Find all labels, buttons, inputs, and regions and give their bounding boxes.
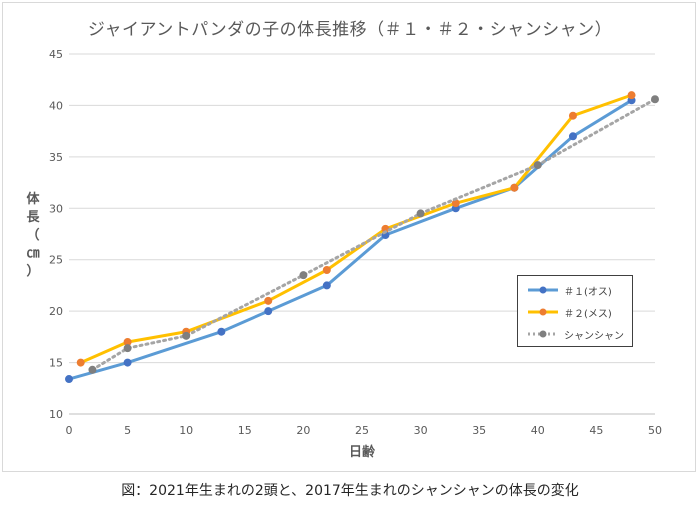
data-point-series-3 [182,331,191,340]
y-tick-label: 35 [49,151,63,164]
figure-caption: 図：2021年生まれの2頭と、2017年生まれのシャンシャンの体長の変化 [121,483,579,499]
chart-title: ジャイアントパンダの子の体長推移（＃１・＃２・シャンシャン） [87,20,613,40]
data-point-series-1 [264,307,273,316]
legend-swatch-icon [528,330,558,338]
y-tick-label: 15 [49,357,63,370]
data-point-series-1 [123,358,132,367]
data-point-series-1 [65,375,73,384]
data-point-series-3 [416,209,425,218]
y-tick-label: 25 [49,254,63,267]
y-tick-label: 40 [49,99,63,112]
x-tick-label: 30 [414,424,428,437]
x-tick-label: 50 [648,424,662,437]
legend-label: ＃２(メス) [564,308,612,320]
x-tick-label: 0 [66,424,73,437]
x-tick-label: 35 [472,424,486,437]
data-point-series-3 [299,271,308,280]
data-point-series-3 [533,161,542,170]
data-point-series-3 [651,95,659,104]
y-tick-label: 20 [49,305,63,318]
legend-swatch-icon [528,308,558,316]
data-point-series-1 [217,327,226,336]
chart-plot: 10 15 20 25 30 35 40 45 0 5 10 15 20 25 30 35 40 45 50 日齢 体長… [26,48,662,460]
chart-legend: ＃１(オス) ＃２(メス) シャンシャン [517,275,633,347]
y-tick-label: 10 [49,408,63,421]
data-point-series-3 [88,365,97,374]
data-point-series-3 [123,344,132,353]
x-tick-label: 25 [355,424,369,437]
x-tick-label: 15 [238,424,252,437]
y-axis-title: 体長（㎝） [26,191,40,279]
data-point-series-2 [627,91,636,100]
legend-label: シャンシャン [564,330,624,342]
legend-item-3: シャンシャン [526,326,624,342]
data-point-series-1 [322,281,331,290]
x-tick-label: 20 [296,424,310,437]
x-tick-label: 45 [589,424,603,437]
x-tick-label: 5 [124,424,131,437]
data-point-series-2 [322,266,331,274]
chart-frame: ジャイアントパンダの子の体長推移（＃１・＃２・シャンシャン） 10 15 20 25 3… [2,2,696,472]
x-tick-label: 40 [531,424,545,437]
data-point-series-2 [76,358,85,367]
data-point-series-2 [264,296,273,305]
x-axis-title: 日齢 [349,444,376,460]
y-tick-label: 30 [49,202,63,215]
legend-item-2: ＃２(メス) [526,304,612,320]
legend-item-1: ＃１(オス) [526,282,612,298]
x-tick-label: 10 [179,424,193,437]
data-point-series-1 [568,132,577,141]
series-line-2 [79,93,634,365]
legend-swatch-icon [528,286,558,294]
legend-label: ＃１(オス) [564,286,612,298]
y-tick-label: 45 [49,48,63,61]
data-point-series-2 [510,183,519,192]
data-point-series-2 [568,111,577,120]
